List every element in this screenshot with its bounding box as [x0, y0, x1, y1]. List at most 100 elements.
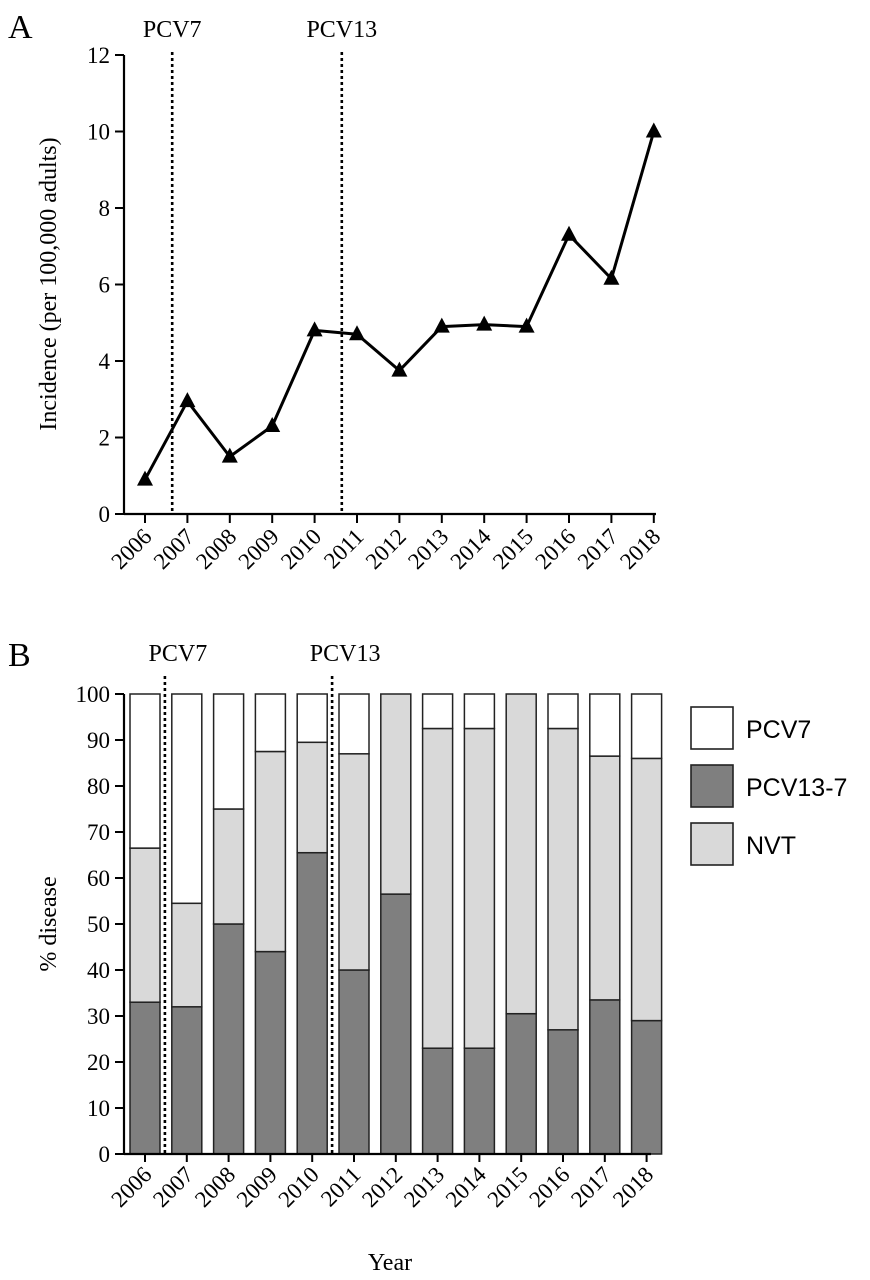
panel-b-x-tick-label: 2008	[190, 1162, 240, 1212]
panel-a-y-tick-label: 0	[99, 502, 111, 527]
panel-b-x-axis-title: Year	[368, 1250, 412, 1276]
panel-a-x-tick-label: 2009	[234, 524, 284, 574]
panel-b-stacked-bar-chart: B % disease Year 0102030405060708090100 …	[8, 637, 847, 1276]
panel-b-legend-label: PCV7	[746, 716, 811, 744]
panel-a-x-tick-label: 2010	[276, 524, 326, 574]
panel-a-x-tick-label: 2012	[361, 524, 411, 574]
panel-b-bar-segment	[589, 755, 621, 1001]
panel-b-y-tick-label: 20	[87, 1050, 110, 1075]
panel-a-y-axis-title: Incidence (per 100,000 adults)	[36, 137, 62, 430]
panel-b-bar-segment	[338, 753, 370, 971]
panel-a-data-point	[179, 392, 196, 408]
panel-b-bar-segment	[212, 923, 245, 1155]
panel-a-vaccine-label: PCV13	[306, 17, 377, 43]
panel-a-series	[137, 122, 662, 486]
panel-b-x-tick-label: 2017	[566, 1162, 616, 1212]
panel-b-y-tick-label: 0	[99, 1142, 111, 1167]
panel-b-y-tick-label: 90	[87, 728, 110, 753]
panel-a-axes	[122, 55, 656, 516]
panel-b-y-tick-label: 40	[87, 958, 110, 983]
panel-a-x-tick-label: 2011	[319, 524, 369, 574]
panel-b-vaccine-label: PCV13	[310, 641, 381, 667]
panel-b-bar-segment	[589, 693, 621, 757]
panel-a-x-tick-label: 2007	[149, 524, 199, 574]
panel-a-x-tick-label: 2015	[488, 524, 538, 574]
panel-b-bar-segment	[630, 693, 663, 760]
panel-b-bar-segment	[254, 950, 287, 1155]
panel-b-bar-segment	[421, 1047, 454, 1155]
panel-b-bars	[129, 693, 663, 1155]
panel-a-x-tick-label: 2008	[191, 524, 241, 574]
panel-b-bar-segment	[254, 693, 287, 753]
panel-a-data-point	[603, 269, 620, 285]
panel-b-bar-segment	[296, 741, 328, 854]
panel-a-data-point	[264, 417, 281, 433]
panel-b-y-tick-label: 60	[87, 866, 110, 891]
panel-a-y-tick-label: 10	[87, 120, 110, 145]
panel-b-bar-segment	[338, 693, 370, 755]
panel-b-y-tick-label: 50	[87, 912, 110, 937]
panel-a-data-point	[391, 361, 408, 377]
panel-a-data-point	[306, 321, 323, 337]
panel-b-bar-segment	[171, 1006, 203, 1155]
panel-b-bar-segment	[171, 902, 203, 1008]
panel-a-vaccine-label: PCV7	[143, 17, 202, 43]
panel-a-y-tick-label: 12	[87, 43, 110, 68]
panel-a-x-tick-label: 2016	[530, 524, 580, 574]
panel-b-bar-segment	[296, 693, 328, 744]
panel-b-x-ticks: 2006200720082009201020112012201320142015…	[106, 1154, 658, 1212]
panel-b-bar-segment	[547, 1029, 579, 1155]
panel-a-series-line	[143, 131, 656, 481]
panel-b-bar-segment	[421, 693, 454, 730]
panel-a-x-tick-label: 2013	[403, 524, 453, 574]
panel-b-bar-segment	[463, 1047, 496, 1155]
panel-a-y-tick-label: 2	[99, 426, 111, 451]
panel-a-x-tick-label: 2017	[573, 524, 623, 574]
panel-b-bar-segment	[212, 808, 245, 925]
panel-b-x-tick-label: 2007	[148, 1162, 198, 1212]
panel-b-bar-segment	[630, 757, 663, 1022]
panel-b-bar-segment	[589, 999, 621, 1155]
panel-b-bar-segment	[296, 851, 328, 1155]
panel-b-y-tick-label: 10	[87, 1096, 110, 1121]
panel-b-legend-label: NVT	[746, 832, 796, 860]
panel-a-line-chart: A Incidence (per 100,000 adults) 0 2 4 6 8 10…	[8, 9, 665, 574]
panel-a-data-point	[137, 470, 153, 486]
panel-b-y-tick-label: 30	[87, 1004, 110, 1029]
panel-a-y-tick-label: 4	[99, 349, 111, 374]
panel-b-label: B	[8, 637, 31, 674]
panel-a-data-point	[221, 447, 238, 463]
panel-b-legend-swatch	[690, 764, 734, 808]
panel-b-legend-swatch	[690, 706, 734, 750]
panel-b-x-tick-label: 2006	[106, 1162, 156, 1212]
panel-a-x-tick-label: 2006	[106, 524, 156, 574]
panel-b-x-tick-label: 2010	[274, 1162, 324, 1212]
panel-a-y-tick-label: 8	[99, 196, 111, 221]
panel-b-bar-segment	[129, 847, 161, 1003]
panel-a-data-point	[645, 122, 662, 138]
panel-a-data-point	[349, 325, 365, 341]
panel-a-y-ticks: 0 2 4 6 8 10 12	[87, 43, 124, 527]
panel-b-bar-segment	[254, 750, 287, 953]
panel-b-x-tick-label: 2012	[357, 1162, 407, 1212]
panel-b-vaccine-lines: PCV7 PCV13	[149, 641, 381, 1154]
panel-a-data-point	[518, 317, 535, 333]
panel-b-bar-segment	[212, 693, 245, 810]
panel-b-y-tick-label: 70	[87, 820, 110, 845]
panel-b-bar-segment	[129, 1001, 161, 1155]
panel-b-bar-segment	[463, 693, 496, 730]
panel-b-bar-segment	[463, 727, 496, 1049]
panel-b-y-ticks: 0 10 20 30 40 50 60 70 80 90 100	[76, 682, 124, 1167]
panel-b-bar-segment	[380, 893, 412, 1155]
panel-a-x-tick-label: 2014	[446, 524, 497, 575]
panel-b-legend-swatch	[690, 822, 734, 866]
panel-b-bar-segment	[630, 1019, 663, 1155]
panel-b-x-tick-label: 2018	[608, 1162, 658, 1212]
panel-a-x-tick-label: 2018	[615, 524, 665, 574]
panel-b-bar-segment	[505, 693, 537, 1015]
panel-b-x-tick-label: 2015	[483, 1162, 533, 1212]
panel-b-bar-segment	[338, 969, 370, 1155]
panel-a-data-point	[433, 317, 450, 333]
panel-b-legend-label: PCV13-7	[746, 774, 847, 802]
